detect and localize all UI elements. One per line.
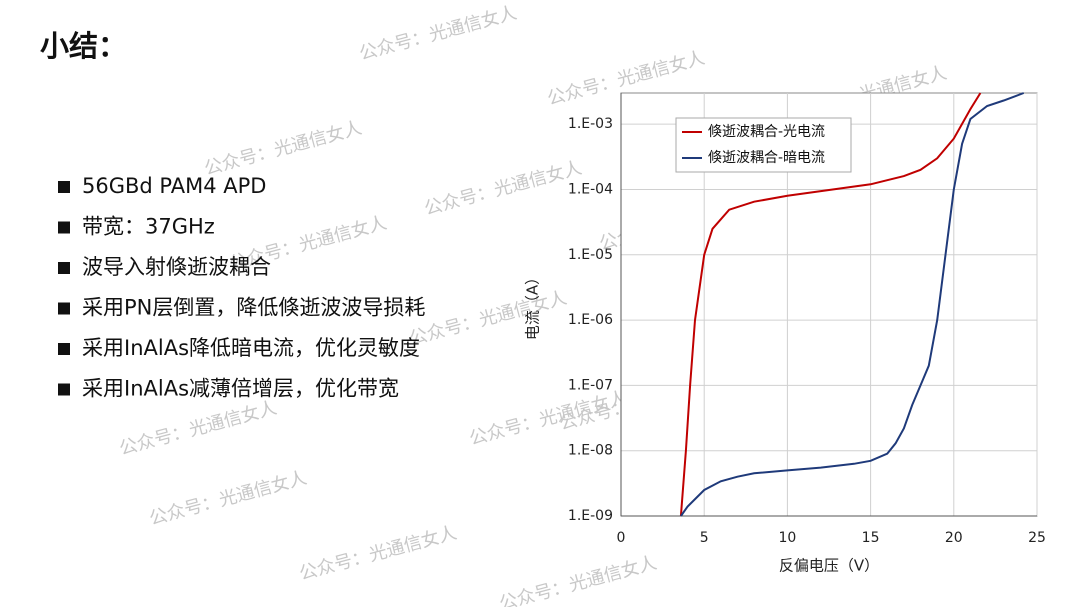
y-tick-label: 1.E-04 [568, 181, 613, 197]
x-tick-label: 0 [617, 530, 626, 546]
watermark: 公众号：光通信女人 [422, 157, 584, 219]
data-line [680, 92, 1025, 517]
x-tick-label: 5 [700, 530, 709, 546]
x-tick-label: 25 [1028, 530, 1046, 546]
bullet-marker [58, 383, 70, 396]
x-tick-label: 10 [778, 530, 796, 546]
y-tick-label: 1.E-08 [568, 443, 613, 459]
y-axis-label: 电流（A） [524, 270, 542, 340]
y-tick-label: 1.E-05 [568, 247, 613, 263]
bullet-text: 带宽：37GHz [82, 215, 215, 239]
bullet-marker [58, 262, 70, 274]
watermark: 公众号：光通信女人 [497, 552, 659, 607]
bullet-marker [58, 181, 70, 193]
bullet-marker [58, 343, 70, 355]
x-tick-label: 20 [945, 530, 963, 546]
bullet-text: 波导入射倏逝波耦合 [82, 255, 271, 279]
legend-label: 倏逝波耦合-光电流 [708, 123, 825, 140]
bullet-text: 采用PN层倒置，降低倏逝波波导损耗 [82, 296, 425, 320]
legend-label: 倏逝波耦合-暗电流 [708, 149, 825, 166]
y-tick-label: 1.E-07 [568, 377, 613, 393]
x-tick-label: 15 [862, 530, 880, 546]
watermark: 公众号：光通信女人 [357, 2, 519, 64]
legend-box [675, 117, 852, 173]
watermark: 公众号：光通信女人 [297, 522, 459, 584]
bullet-text: 56GBd PAM4 APD [82, 174, 266, 198]
y-tick-label: 1.E-03 [568, 116, 613, 132]
y-tick-label: 1.E-09 [568, 508, 613, 524]
y-tick-label: 1.E-06 [568, 312, 613, 328]
x-axis-label: 反偏电压（V） [779, 557, 879, 575]
bullet-list: 56GBd PAM4 APD 带宽：37GHz 波导入射倏逝波耦合采用PN层倒置，降… [58, 174, 425, 401]
bullet-text: 采用InAlAs降低暗电流，优化灵敏度 [82, 336, 420, 360]
watermark: 公众号：光通信女人 [407, 287, 569, 349]
plot: 1.E-09 1.E-08 1.E-07 1.E-06 1.E-05 1.E-04 1.E-… [568, 92, 1046, 546]
slide-title: 小结： [40, 29, 127, 63]
watermark: 公众号：光通信女人 [117, 397, 279, 459]
data-line [679, 92, 982, 517]
watermark: 公众号：光通信女人 [147, 467, 309, 529]
bullet-text: 采用InAlAs减薄倍增层，优化带宽 [82, 377, 399, 401]
bullet-marker [58, 302, 70, 315]
watermark: 公众号：光通信女人 [202, 117, 364, 179]
bullet-marker [58, 221, 70, 234]
